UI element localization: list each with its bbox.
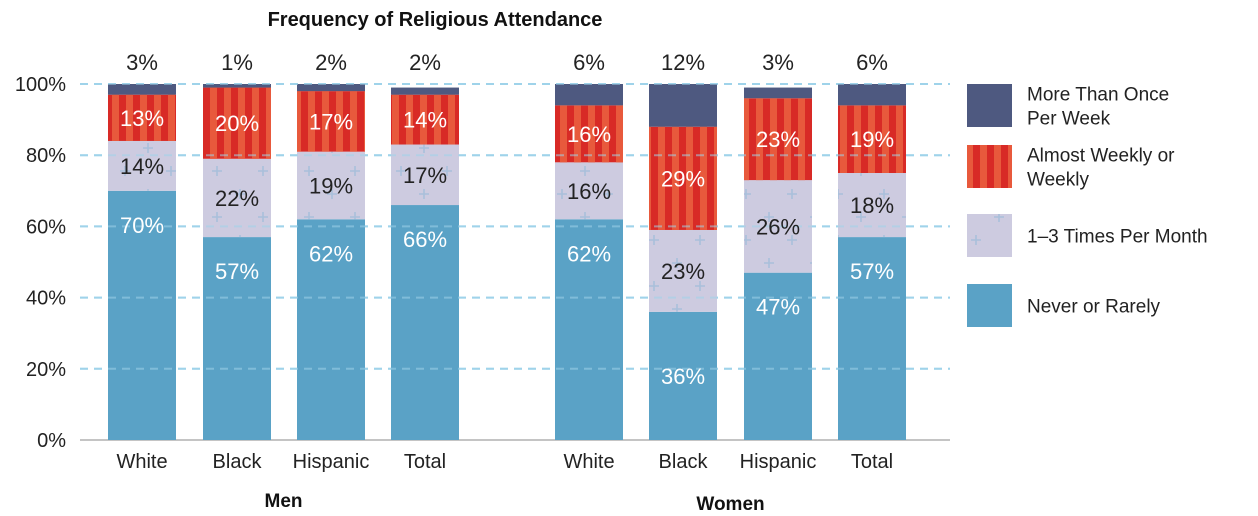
bar-segment-more-than-once-per-week <box>744 87 812 99</box>
segment-texture <box>203 158 271 238</box>
data-label: 13% <box>120 106 164 131</box>
segment-texture <box>555 105 623 163</box>
y-tick-label: 60% <box>26 216 66 238</box>
segment-texture <box>649 126 717 230</box>
chart-title: Frequency of Religious Attendance <box>268 9 603 31</box>
data-label: 70% <box>120 213 164 238</box>
data-label: 16% <box>567 122 611 147</box>
data-label: 23% <box>661 259 705 284</box>
data-label: 57% <box>215 259 259 284</box>
bar-segment-never-or-rarely <box>744 272 812 440</box>
bar-segment-never-or-rarely <box>297 219 365 440</box>
top-data-label: 6% <box>856 50 888 75</box>
data-label: 14% <box>403 108 447 133</box>
data-label: 14% <box>120 154 164 179</box>
data-label: 57% <box>850 259 894 284</box>
legend-label: Almost Weekly or <box>1027 146 1175 167</box>
segment-texture <box>391 94 459 145</box>
segment-texture <box>108 140 176 191</box>
bar-segment-more-than-once-per-week <box>108 84 176 95</box>
legend-label: Weekly <box>1027 170 1089 191</box>
data-label: 18% <box>850 193 894 218</box>
bar-segment-never-or-rarely <box>555 219 623 440</box>
data-label: 62% <box>309 241 353 266</box>
data-label: 66% <box>403 227 447 252</box>
data-label: 29% <box>661 166 705 191</box>
legend-label: 1–3 Times Per Month <box>1027 227 1208 248</box>
data-label: 17% <box>403 163 447 188</box>
data-label: 22% <box>215 186 259 211</box>
data-label: 62% <box>567 241 611 266</box>
y-tick-label: 80% <box>26 145 66 167</box>
bar-segment-more-than-once-per-week <box>555 84 623 106</box>
x-tick-label: Black <box>659 451 709 473</box>
bar-segment-more-than-once-per-week <box>297 84 365 92</box>
data-labels: 70% 14% 13% 3% 57% 22% 20% 1% 62% 19% 17% 2% 66% 17% 1… <box>120 50 894 389</box>
top-data-label: 12% <box>661 50 705 75</box>
legend-label: Per Week <box>1027 109 1111 130</box>
segment-texture <box>838 105 906 173</box>
segment-texture <box>297 91 365 152</box>
data-label: 16% <box>567 179 611 204</box>
top-data-label: 2% <box>409 50 441 75</box>
x-tick-label: White <box>563 451 614 473</box>
legend: More Than Once Per Week Almost Weekly or We… <box>967 84 1208 327</box>
data-label: 19% <box>309 173 353 198</box>
bars <box>108 84 906 440</box>
bar-segment-more-than-once-per-week <box>391 87 459 95</box>
bar-segment-more-than-once-per-week <box>838 84 906 106</box>
y-tick-label: 0% <box>37 430 66 452</box>
bar-segment-never-or-rarely <box>203 237 271 440</box>
top-data-label: 3% <box>126 50 158 75</box>
x-tick-label: White <box>116 451 167 473</box>
x-tick-label: Total <box>404 451 446 473</box>
segment-texture <box>203 87 271 159</box>
y-tick-label: 20% <box>26 359 66 381</box>
y-tick-label: 40% <box>26 288 66 310</box>
data-label: 23% <box>756 127 800 152</box>
data-label: 26% <box>756 214 800 239</box>
bar-segment-never-or-rarely <box>108 190 176 440</box>
segment-texture <box>108 94 176 141</box>
bar-segment-more-than-once-per-week <box>203 84 271 88</box>
x-tick-label: Total <box>851 451 893 473</box>
data-label: 20% <box>215 111 259 136</box>
legend-swatch-texture <box>967 145 1012 188</box>
legend-label: More Than Once <box>1027 85 1169 106</box>
legend-swatch <box>967 84 1012 127</box>
bar-segment-more-than-once-per-week <box>649 84 717 127</box>
x-tick-label: Hispanic <box>293 451 370 473</box>
data-label: 36% <box>661 364 705 389</box>
data-label: 17% <box>309 109 353 134</box>
legend-label: Never or Rarely <box>1027 297 1161 318</box>
top-data-label: 1% <box>221 50 253 75</box>
group-label: Men <box>265 491 303 512</box>
top-data-label: 3% <box>762 50 794 75</box>
bar-segment-never-or-rarely <box>391 205 459 440</box>
data-label: 19% <box>850 127 894 152</box>
top-data-label: 2% <box>315 50 347 75</box>
y-tick-label: 100% <box>15 74 66 96</box>
data-label: 47% <box>756 295 800 320</box>
legend-swatch-texture <box>967 214 1012 257</box>
x-tick-label: Hispanic <box>740 451 817 473</box>
segment-texture <box>297 151 365 220</box>
legend-swatch <box>967 284 1012 327</box>
x-axis-labels: White Black Hispanic Total White Black Hispani… <box>116 451 893 515</box>
group-label: Women <box>696 494 764 515</box>
segment-texture <box>744 98 812 181</box>
top-data-label: 6% <box>573 50 605 75</box>
gridlines-over-bars <box>80 83 950 370</box>
x-tick-label: Black <box>213 451 263 473</box>
bar-segment-never-or-rarely <box>649 311 717 440</box>
segment-texture <box>555 162 623 220</box>
bar-segment-never-or-rarely <box>838 237 906 440</box>
